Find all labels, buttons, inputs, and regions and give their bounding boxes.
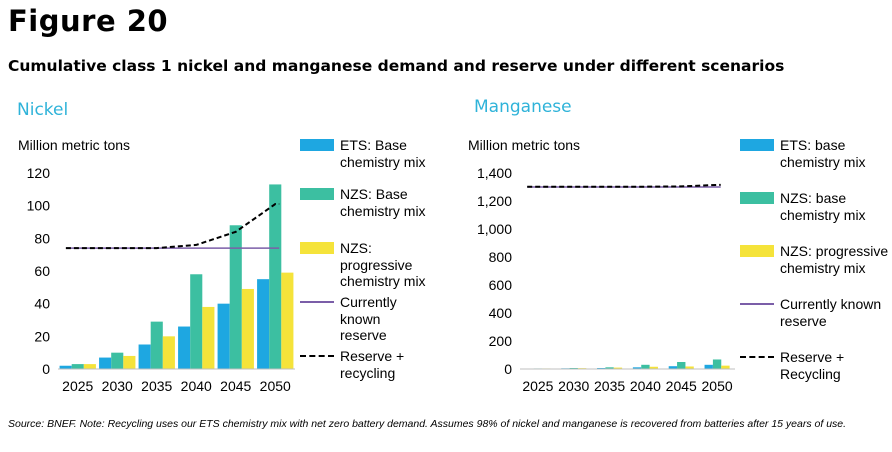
y-tick-label: 800 bbox=[489, 249, 513, 265]
bar bbox=[190, 274, 203, 369]
bar bbox=[217, 303, 230, 369]
x-tick-label: 2050 bbox=[702, 378, 733, 394]
legend-swatch-reserve-recycling bbox=[300, 355, 334, 357]
figure-label: Figure 20 bbox=[8, 4, 169, 38]
legend-swatch-nzs-prog bbox=[300, 242, 334, 254]
bar bbox=[71, 364, 84, 369]
y-tick-label: 200 bbox=[489, 333, 513, 349]
y-tick-label: 0 bbox=[42, 361, 50, 377]
reserve-recycling-line bbox=[527, 183, 721, 188]
legend-swatch-mn-current-reserve bbox=[740, 303, 774, 305]
bar bbox=[123, 355, 136, 369]
y-tick-label: 1,400 bbox=[477, 165, 512, 181]
nickel-panel-title: Nickel bbox=[17, 100, 69, 120]
y-tick-label: 120 bbox=[27, 165, 51, 181]
legend-swatch-mn-nzs-prog bbox=[740, 245, 774, 257]
y-tick-label: 40 bbox=[34, 296, 50, 312]
legend-label-nzs-prog: NZS: progressive chemistry mix bbox=[340, 240, 426, 289]
x-tick-label: 2045 bbox=[666, 378, 697, 394]
x-tick-label: 2030 bbox=[102, 378, 133, 394]
bar bbox=[677, 362, 686, 369]
bar bbox=[605, 367, 614, 369]
bar bbox=[641, 364, 650, 369]
bar bbox=[202, 306, 215, 369]
bar bbox=[162, 336, 175, 369]
bar bbox=[257, 279, 270, 369]
legend-swatch-nzs-base bbox=[300, 188, 334, 200]
bar bbox=[178, 326, 191, 369]
y-tick-label: 80 bbox=[34, 230, 50, 246]
x-tick-label: 2030 bbox=[558, 378, 589, 394]
source-note: Source: BNEF. Note: Recycling uses our E… bbox=[8, 418, 847, 430]
legend-label-mn-ets: ETS: base chemistry mix bbox=[780, 137, 866, 170]
bar bbox=[668, 366, 678, 369]
x-tick-label: 2025 bbox=[522, 378, 553, 394]
y-tick-label: 1,200 bbox=[477, 193, 512, 209]
legend-label-current-reserve: Currently known reserve bbox=[340, 294, 397, 343]
legend-swatch-mn-reserve-recycling bbox=[740, 356, 774, 358]
y-tick-label: 100 bbox=[27, 198, 51, 214]
x-tick-label: 2035 bbox=[594, 378, 625, 394]
legend-swatch-current-reserve bbox=[300, 301, 334, 303]
y-tick-label: 600 bbox=[489, 277, 513, 293]
x-tick-label: 2050 bbox=[260, 378, 291, 394]
x-tick-label: 2040 bbox=[630, 378, 661, 394]
bar bbox=[712, 359, 722, 369]
bar bbox=[269, 184, 282, 369]
y-tick-label: 1,000 bbox=[477, 221, 512, 237]
legend-label-mn-nzs-prog: NZS: progressive chemistry mix bbox=[780, 243, 889, 276]
bar bbox=[59, 365, 72, 369]
legend-label-nzs-base: NZS: Base chemistry mix bbox=[340, 186, 426, 219]
y-tick-label: 0 bbox=[504, 361, 512, 377]
legend-label-reserve-recycling: Reserve + recycling bbox=[340, 348, 405, 381]
bar bbox=[721, 365, 730, 369]
nickel-unit-label: Million metric tons bbox=[18, 137, 131, 153]
manganese-panel-title: Manganese bbox=[474, 97, 572, 117]
x-tick-label: 2035 bbox=[141, 378, 172, 394]
bar bbox=[685, 366, 694, 369]
y-tick-label: 60 bbox=[34, 263, 50, 279]
legend-swatch-ets bbox=[300, 139, 334, 151]
y-tick-label: 400 bbox=[489, 305, 513, 321]
bar bbox=[632, 367, 642, 369]
legend-swatch-mn-nzs-base bbox=[740, 192, 774, 204]
bar bbox=[281, 272, 294, 369]
bar bbox=[83, 364, 96, 369]
bar bbox=[613, 367, 623, 369]
reserve-recycling-line bbox=[65, 203, 280, 250]
bar bbox=[229, 225, 242, 369]
x-tick-label: 2025 bbox=[62, 378, 93, 394]
x-tick-label: 2040 bbox=[181, 378, 212, 394]
legend-label-ets: ETS: Base chemistry mix bbox=[340, 137, 426, 170]
legend-label-mn-nzs-base: NZS: base chemistry mix bbox=[780, 190, 866, 223]
bar bbox=[241, 288, 254, 369]
bar bbox=[150, 321, 163, 369]
bar bbox=[99, 357, 112, 369]
x-tick-label: 2045 bbox=[220, 378, 251, 394]
y-tick-label: 20 bbox=[34, 328, 50, 344]
manganese-unit-label: Million metric tons bbox=[468, 137, 581, 153]
figure-subtitle: Cumulative class 1 nickel and manganese … bbox=[8, 57, 785, 75]
legend-label-mn-current-reserve: Currently known reserve bbox=[780, 296, 882, 329]
bar bbox=[704, 364, 713, 369]
legend-swatch-mn-ets bbox=[740, 139, 774, 151]
bar bbox=[649, 366, 658, 369]
bar bbox=[138, 344, 151, 369]
bar bbox=[111, 352, 124, 369]
legend-label-mn-reserve-recycling: Reserve + Recycling bbox=[780, 349, 845, 382]
manganese-chart: 0 200 400 600 800 1,000 1,200 1,400 2025 2030 2035… bbox=[477, 165, 735, 394]
